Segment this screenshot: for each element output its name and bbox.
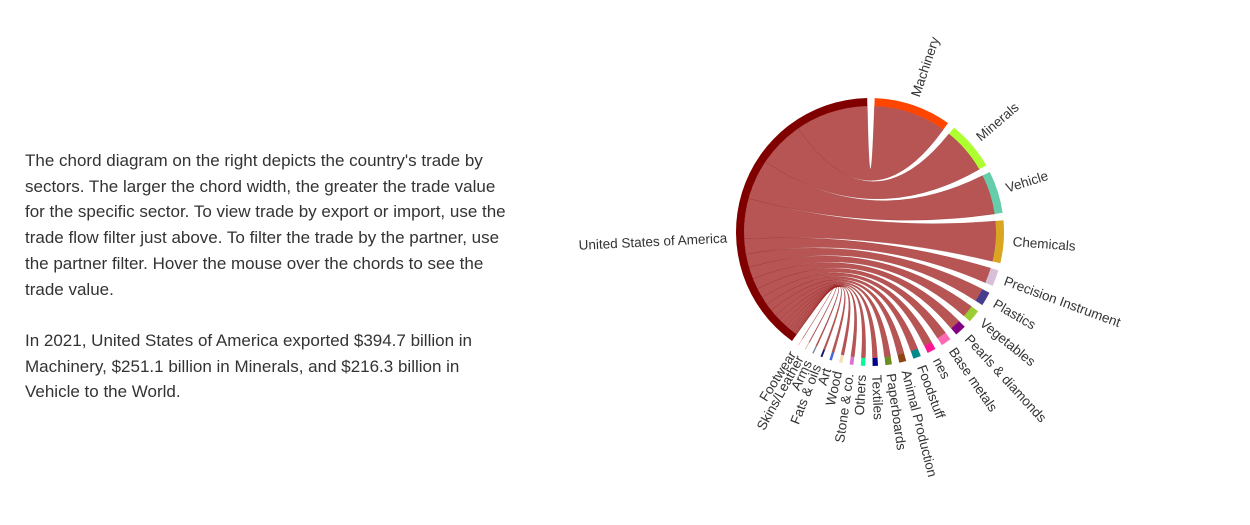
description-text: The chord diagram on the right depicts t… xyxy=(25,148,510,431)
description-paragraph-1: The chord diagram on the right depicts t… xyxy=(25,151,506,299)
arc-paperboards[interactable] xyxy=(884,356,892,366)
arc-vegetables[interactable] xyxy=(963,306,979,322)
arc-skins-leather[interactable] xyxy=(804,342,810,350)
arc-others[interactable] xyxy=(860,357,866,366)
arc-nes[interactable] xyxy=(924,341,936,353)
arc-base-metals[interactable] xyxy=(937,332,951,346)
arc-pearls-diamonds[interactable] xyxy=(951,321,965,335)
label-chemicals: Chemicals xyxy=(1012,234,1076,254)
label-minerals: Minerals xyxy=(973,99,1022,144)
label-united-states-of-america: United States of America xyxy=(578,231,728,253)
arc-chemicals[interactable] xyxy=(992,220,1004,264)
label-wood: Wood xyxy=(823,370,845,407)
arc-animal-production[interactable] xyxy=(897,353,907,363)
arc-stone-co[interactable] xyxy=(849,356,855,365)
arc-minerals[interactable] xyxy=(948,127,987,170)
label-others: Others xyxy=(852,374,869,415)
arcs-group xyxy=(736,98,1004,366)
arc-vehicle[interactable] xyxy=(982,171,1003,215)
label-vehicle: Vehicle xyxy=(1004,168,1050,195)
arc-art[interactable] xyxy=(829,352,835,361)
arc-arms[interactable] xyxy=(812,345,817,354)
arc-precision-instrument[interactable] xyxy=(985,268,999,286)
description-paragraph-2: In 2021, United States of America export… xyxy=(25,330,473,402)
arc-textiles[interactable] xyxy=(872,357,878,366)
label-textiles: Textiles xyxy=(869,375,886,421)
ribbons-group xyxy=(743,105,997,359)
arc-foodstuff[interactable] xyxy=(910,348,921,359)
arc-machinery[interactable] xyxy=(874,98,949,130)
arc-plastics[interactable] xyxy=(975,289,990,306)
label-machinery: Machinery xyxy=(908,35,942,99)
ribbon-machinery[interactable] xyxy=(797,105,944,181)
arc-footwear[interactable] xyxy=(798,338,803,346)
arc-fats-oils[interactable] xyxy=(820,349,826,358)
arc-wood[interactable] xyxy=(839,354,844,364)
label-art: Art xyxy=(815,366,834,387)
